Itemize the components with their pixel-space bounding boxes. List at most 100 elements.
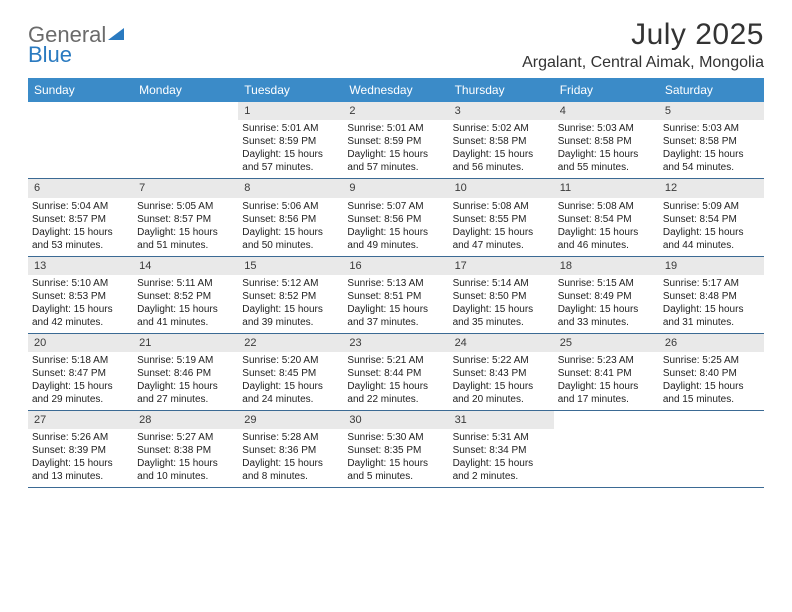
logo-text-2: Blue — [28, 42, 72, 67]
daylight-line: Daylight: 15 hours and 8 minutes. — [242, 457, 337, 483]
day-body: Sunrise: 5:13 AMSunset: 8:51 PMDaylight:… — [343, 277, 448, 329]
day-number: 17 — [449, 257, 554, 275]
sunrise-line: Sunrise: 5:09 AM — [663, 200, 758, 213]
sunrise-line: Sunrise: 5:28 AM — [242, 431, 337, 444]
calendar-day: 6 Sunrise: 5:04 AMSunset: 8:57 PMDaylight… — [28, 179, 133, 255]
daylight-line: Daylight: 15 hours and 33 minutes. — [558, 303, 653, 329]
day-body: Sunrise: 5:27 AMSunset: 8:38 PMDaylight:… — [133, 431, 238, 483]
sunset-line: Sunset: 8:36 PM — [242, 444, 337, 457]
calendar-day: 31Sunrise: 5:31 AMSunset: 8:34 PMDayligh… — [449, 411, 554, 487]
calendar-day: 26Sunrise: 5:25 AMSunset: 8:40 PMDayligh… — [659, 334, 764, 410]
sunset-line: Sunset: 8:41 PM — [558, 367, 653, 380]
sunrise-line: Sunrise: 5:25 AM — [663, 354, 758, 367]
daylight-line: Daylight: 15 hours and 37 minutes. — [347, 303, 442, 329]
sunrise-line: Sunrise: 5:01 AM — [242, 122, 337, 135]
location: Argalant, Central Aimak, Mongolia — [522, 54, 764, 72]
sunrise-line: Sunrise: 5:20 AM — [242, 354, 337, 367]
day-number: 28 — [133, 411, 238, 429]
day-number-empty — [28, 102, 133, 120]
day-number: 25 — [554, 334, 659, 352]
calendar-day: 13Sunrise: 5:10 AMSunset: 8:53 PMDayligh… — [28, 257, 133, 333]
day-number: 14 — [133, 257, 238, 275]
day-of-week-header: Saturday — [659, 78, 764, 102]
calendar-day: 5 Sunrise: 5:03 AMSunset: 8:58 PMDaylight… — [659, 102, 764, 178]
day-body: Sunrise: 5:01 AMSunset: 8:59 PMDaylight:… — [238, 122, 343, 174]
sunset-line: Sunset: 8:48 PM — [663, 290, 758, 303]
week-row: 27Sunrise: 5:26 AMSunset: 8:39 PMDayligh… — [28, 411, 764, 488]
calendar-day-empty — [659, 411, 764, 487]
day-body: Sunrise: 5:05 AMSunset: 8:57 PMDaylight:… — [133, 200, 238, 252]
sunrise-line: Sunrise: 5:04 AM — [32, 200, 127, 213]
sunset-line: Sunset: 8:53 PM — [32, 290, 127, 303]
daylight-line: Daylight: 15 hours and 51 minutes. — [137, 226, 232, 252]
sunrise-line: Sunrise: 5:31 AM — [453, 431, 548, 444]
sunset-line: Sunset: 8:56 PM — [242, 213, 337, 226]
sunset-line: Sunset: 8:56 PM — [347, 213, 442, 226]
sunrise-line: Sunrise: 5:07 AM — [347, 200, 442, 213]
day-body: Sunrise: 5:11 AMSunset: 8:52 PMDaylight:… — [133, 277, 238, 329]
day-body: Sunrise: 5:22 AMSunset: 8:43 PMDaylight:… — [449, 354, 554, 406]
daylight-line: Daylight: 15 hours and 22 minutes. — [347, 380, 442, 406]
day-body: Sunrise: 5:26 AMSunset: 8:39 PMDaylight:… — [28, 431, 133, 483]
calendar-day: 22Sunrise: 5:20 AMSunset: 8:45 PMDayligh… — [238, 334, 343, 410]
sunrise-line: Sunrise: 5:06 AM — [242, 200, 337, 213]
day-of-week-header: Friday — [554, 78, 659, 102]
weeks-container: 1Sunrise: 5:01 AMSunset: 8:59 PMDaylight… — [28, 102, 764, 488]
day-number: 31 — [449, 411, 554, 429]
day-body: Sunrise: 5:03 AMSunset: 8:58 PMDaylight:… — [659, 122, 764, 174]
calendar-day: 12Sunrise: 5:09 AMSunset: 8:54 PMDayligh… — [659, 179, 764, 255]
day-body: Sunrise: 5:06 AMSunset: 8:56 PMDaylight:… — [238, 200, 343, 252]
sunset-line: Sunset: 8:50 PM — [453, 290, 548, 303]
day-number: 9 — [343, 179, 448, 197]
daylight-line: Daylight: 15 hours and 42 minutes. — [32, 303, 127, 329]
day-number-empty — [133, 102, 238, 120]
sunset-line: Sunset: 8:54 PM — [663, 213, 758, 226]
calendar-day: 11Sunrise: 5:08 AMSunset: 8:54 PMDayligh… — [554, 179, 659, 255]
day-body: Sunrise: 5:17 AMSunset: 8:48 PMDaylight:… — [659, 277, 764, 329]
calendar-day: 18Sunrise: 5:15 AMSunset: 8:49 PMDayligh… — [554, 257, 659, 333]
daylight-line: Daylight: 15 hours and 57 minutes. — [347, 148, 442, 174]
week-row: 6 Sunrise: 5:04 AMSunset: 8:57 PMDaylight… — [28, 179, 764, 256]
calendar-day-empty — [554, 411, 659, 487]
day-number: 23 — [343, 334, 448, 352]
daylight-line: Daylight: 15 hours and 41 minutes. — [137, 303, 232, 329]
sunrise-line: Sunrise: 5:27 AM — [137, 431, 232, 444]
daylight-line: Daylight: 15 hours and 46 minutes. — [558, 226, 653, 252]
day-body: Sunrise: 5:04 AMSunset: 8:57 PMDaylight:… — [28, 200, 133, 252]
day-number: 20 — [28, 334, 133, 352]
sunset-line: Sunset: 8:47 PM — [32, 367, 127, 380]
calendar-day: 27Sunrise: 5:26 AMSunset: 8:39 PMDayligh… — [28, 411, 133, 487]
day-body: Sunrise: 5:10 AMSunset: 8:53 PMDaylight:… — [28, 277, 133, 329]
daylight-line: Daylight: 15 hours and 2 minutes. — [453, 457, 548, 483]
calendar-day: 1Sunrise: 5:01 AMSunset: 8:59 PMDaylight… — [238, 102, 343, 178]
day-number: 29 — [238, 411, 343, 429]
sunrise-line: Sunrise: 5:17 AM — [663, 277, 758, 290]
day-body: Sunrise: 5:08 AMSunset: 8:54 PMDaylight:… — [554, 200, 659, 252]
sunrise-line: Sunrise: 5:18 AM — [32, 354, 127, 367]
daylight-line: Daylight: 15 hours and 35 minutes. — [453, 303, 548, 329]
day-number: 6 — [28, 179, 133, 197]
day-number-empty — [554, 411, 659, 429]
sunrise-line: Sunrise: 5:10 AM — [32, 277, 127, 290]
sunset-line: Sunset: 8:44 PM — [347, 367, 442, 380]
day-number: 5 — [659, 102, 764, 120]
day-body: Sunrise: 5:25 AMSunset: 8:40 PMDaylight:… — [659, 354, 764, 406]
daylight-line: Daylight: 15 hours and 49 minutes. — [347, 226, 442, 252]
day-number: 2 — [343, 102, 448, 120]
daylight-line: Daylight: 15 hours and 47 minutes. — [453, 226, 548, 252]
daylight-line: Daylight: 15 hours and 20 minutes. — [453, 380, 548, 406]
daylight-line: Daylight: 15 hours and 29 minutes. — [32, 380, 127, 406]
day-number: 24 — [449, 334, 554, 352]
day-body: Sunrise: 5:19 AMSunset: 8:46 PMDaylight:… — [133, 354, 238, 406]
calendar-day: 23Sunrise: 5:21 AMSunset: 8:44 PMDayligh… — [343, 334, 448, 410]
sunset-line: Sunset: 8:59 PM — [242, 135, 337, 148]
sunrise-line: Sunrise: 5:01 AM — [347, 122, 442, 135]
day-body: Sunrise: 5:14 AMSunset: 8:50 PMDaylight:… — [449, 277, 554, 329]
day-body: Sunrise: 5:12 AMSunset: 8:52 PMDaylight:… — [238, 277, 343, 329]
day-number: 3 — [449, 102, 554, 120]
calendar-day: 25Sunrise: 5:23 AMSunset: 8:41 PMDayligh… — [554, 334, 659, 410]
logo-line2: Blue — [28, 42, 72, 68]
calendar-day: 10Sunrise: 5:08 AMSunset: 8:55 PMDayligh… — [449, 179, 554, 255]
sunset-line: Sunset: 8:59 PM — [347, 135, 442, 148]
logo-triangle-icon — [108, 26, 126, 42]
